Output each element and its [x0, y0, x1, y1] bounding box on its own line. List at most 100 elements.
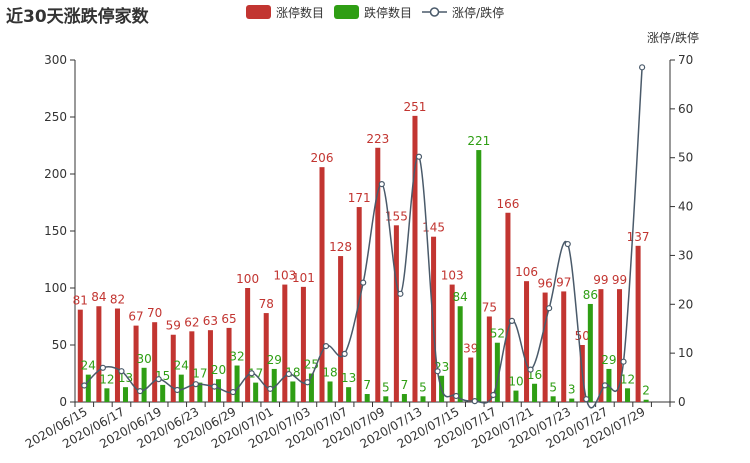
y-left-tick-label: 300 — [44, 53, 67, 67]
ratio-point — [601, 382, 609, 389]
data-label-limit-up: 96 — [537, 277, 552, 291]
legend-item-ratio[interactable]: 涨停/跌停 — [422, 4, 504, 21]
data-label-limit-down: 12 — [620, 372, 635, 386]
bar-limit-down — [569, 398, 575, 402]
ratio-point — [415, 153, 423, 160]
data-label-limit-down: 5 — [382, 380, 390, 394]
data-label-limit-down: 86 — [583, 288, 598, 302]
bar-limit-up — [189, 331, 195, 402]
bar-limit-down — [85, 374, 91, 402]
bar-limit-up — [152, 322, 158, 402]
legend-item-limit-down[interactable]: 跌停数目 — [334, 4, 412, 21]
bar-limit-up — [635, 245, 641, 402]
legend-swatch-limit-up — [246, 5, 271, 19]
ratio-point — [583, 396, 590, 403]
ratio-point — [341, 350, 348, 357]
data-label-limit-down: 7 — [363, 378, 371, 392]
ratio-point — [192, 381, 199, 388]
bar-limit-up — [133, 325, 139, 402]
data-label-limit-down: 221 — [467, 134, 490, 148]
data-label-limit-down: 29 — [601, 353, 616, 367]
data-label-limit-down: 17 — [248, 367, 263, 381]
data-label-limit-down: 18 — [322, 365, 337, 379]
ratio-point — [304, 379, 311, 386]
data-label-limit-up: 70 — [147, 306, 162, 320]
y-left-tick-label: 150 — [44, 224, 67, 238]
bar-limit-down — [346, 387, 352, 402]
bar-limit-down — [587, 303, 593, 402]
ratio-point — [118, 368, 125, 375]
y-left-tick-label: 200 — [44, 167, 67, 181]
data-label-limit-up: 128 — [329, 240, 352, 254]
data-label-limit-up: 75 — [482, 301, 497, 315]
bar-limit-down — [420, 396, 426, 402]
ratio-point — [322, 343, 330, 350]
data-label-limit-up: 101 — [292, 271, 315, 285]
data-label-limit-up: 99 — [612, 273, 627, 287]
bar-limit-up — [338, 256, 344, 402]
data-label-limit-down: 32 — [229, 350, 244, 364]
bar-limit-up — [170, 334, 176, 402]
ratio-point — [174, 386, 181, 394]
bar-limit-down — [271, 368, 277, 402]
data-label-limit-down: 17 — [192, 367, 207, 381]
data-label-limit-down: 12 — [99, 372, 114, 386]
bar-limit-up — [77, 309, 83, 402]
data-label-limit-down: 24 — [174, 359, 189, 373]
data-label-limit-up: 171 — [348, 191, 371, 205]
ratio-point — [490, 391, 497, 399]
bar-limit-down — [178, 374, 184, 402]
ratio-point — [81, 382, 88, 389]
y-left-tick-label: 50 — [52, 338, 67, 352]
y-right-tick-label: 70 — [678, 53, 693, 67]
bar-limit-down — [197, 382, 203, 402]
data-label-limit-down: 29 — [267, 353, 282, 367]
bar-limit-up — [431, 236, 437, 402]
data-label-limit-down: 2 — [642, 384, 650, 398]
data-label-limit-down: 10 — [508, 375, 523, 389]
ratio-point — [211, 383, 218, 390]
ratio-point — [471, 398, 478, 405]
bar-limit-up — [245, 288, 251, 402]
bar-limit-down — [513, 390, 519, 402]
bar-limit-down — [364, 394, 370, 402]
bar-limit-down — [290, 381, 296, 402]
data-label-limit-down: 13 — [118, 371, 133, 385]
bar-limit-up — [524, 281, 530, 402]
data-label-limit-down: 52 — [490, 327, 505, 341]
y-right-tick-label: 30 — [678, 248, 693, 262]
bar-limit-down — [160, 384, 166, 402]
y-left-tick-label: 0 — [59, 395, 67, 409]
data-label-limit-up: 103 — [273, 269, 296, 283]
data-label-limit-down: 7 — [401, 378, 409, 392]
bar-limit-down — [383, 396, 389, 402]
y-left-tick-label: 250 — [44, 110, 67, 124]
chart-title: 近30天涨跌停家数 — [6, 7, 149, 27]
y-right-tick-label: 20 — [678, 297, 693, 311]
y-right-tick-label: 50 — [678, 151, 693, 165]
ratio-point — [620, 358, 627, 365]
data-label-limit-up: 39 — [463, 342, 478, 356]
bar-limit-down — [308, 373, 314, 402]
y-right-tick-label: 60 — [678, 102, 693, 116]
data-label-limit-up: 62 — [184, 315, 199, 329]
legend: 涨停数目 跌停数目 涨停/跌停 — [246, 3, 514, 21]
data-label-limit-up: 97 — [556, 275, 571, 289]
ratio-point — [267, 385, 274, 392]
legend-item-limit-up[interactable]: 涨停数目 — [246, 4, 324, 21]
ratio-point — [248, 370, 255, 377]
bar-limit-up — [393, 225, 399, 402]
bar-limit-up — [598, 289, 604, 402]
bar-limit-up — [449, 284, 455, 402]
bar-limit-down — [494, 342, 500, 402]
ratio-point — [136, 388, 144, 395]
data-label-limit-down: 20 — [211, 363, 226, 377]
data-label-limit-up: 100 — [236, 272, 259, 286]
data-label-limit-down: 13 — [341, 371, 356, 385]
bar-limit-up — [263, 313, 269, 402]
bar-limit-up — [412, 115, 418, 403]
data-label-limit-up: 106 — [515, 265, 538, 279]
y-right-tick-label: 0 — [678, 395, 686, 409]
bar-limit-down — [234, 365, 240, 402]
bar-limit-up — [616, 289, 623, 402]
